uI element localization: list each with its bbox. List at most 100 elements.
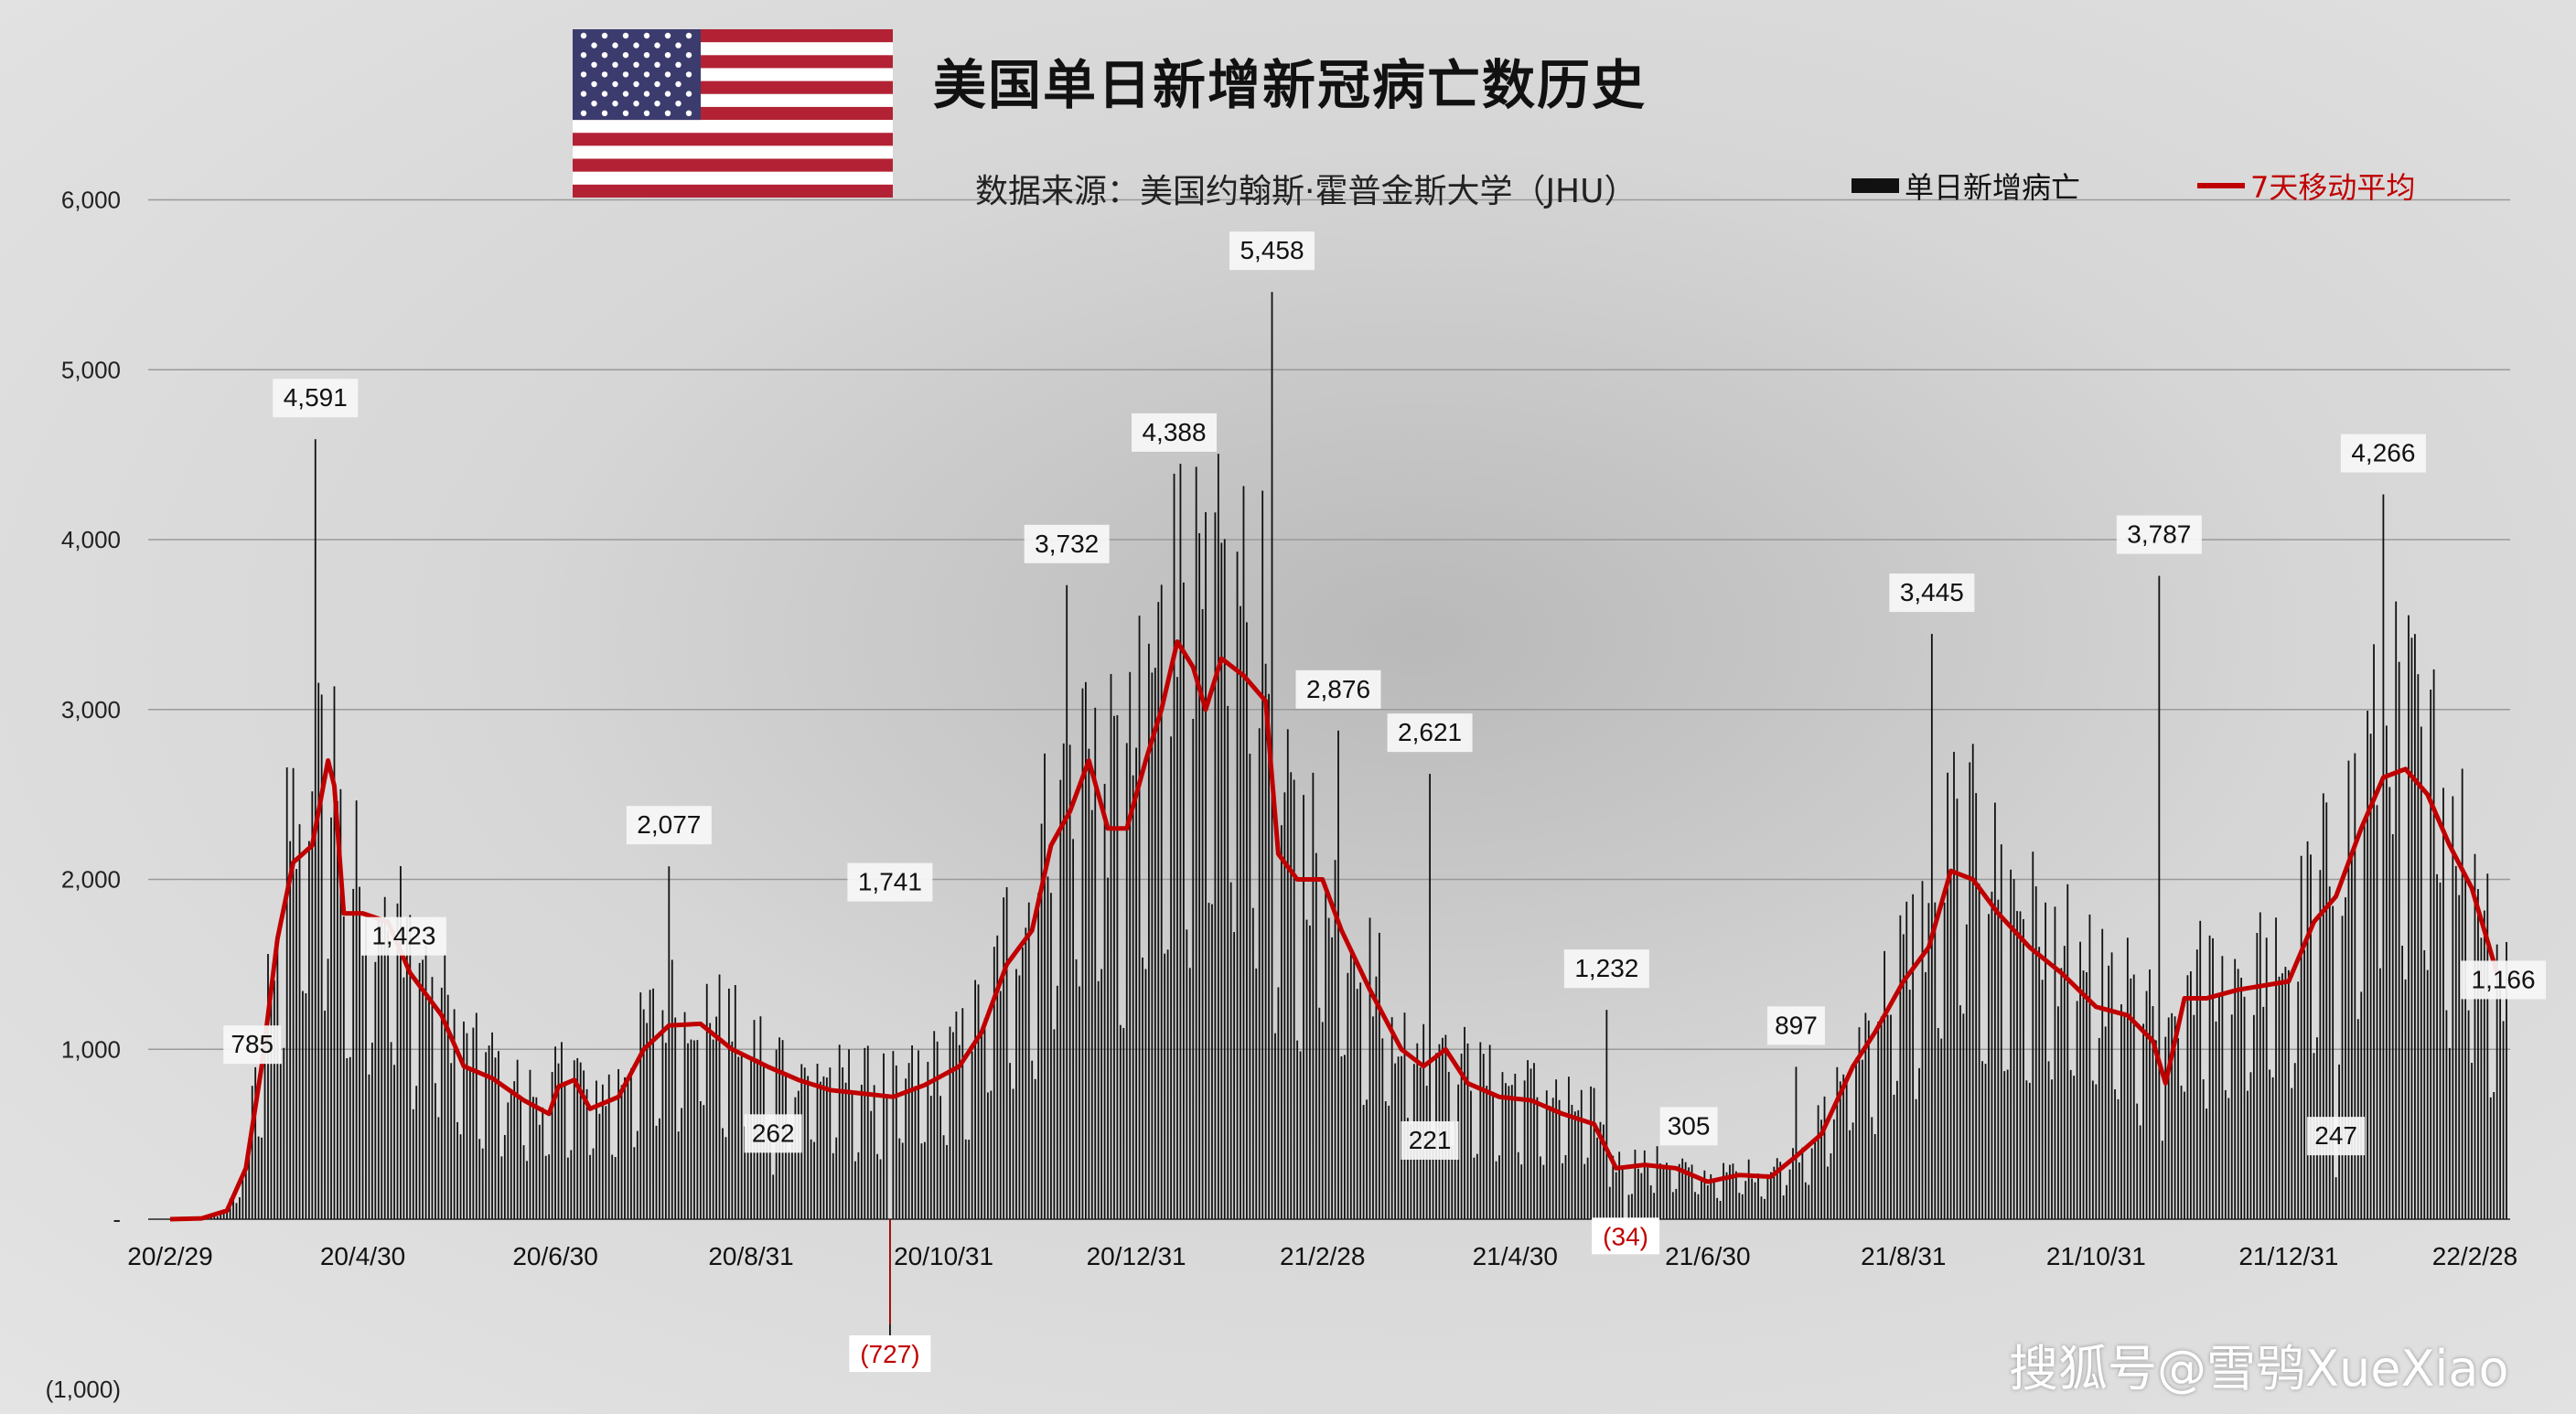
bar [500,1156,503,1219]
bar [1432,1138,1434,1219]
bar [1240,605,1241,1219]
flag-star [643,110,650,117]
bar [1261,490,1264,1219]
bar [746,1114,749,1219]
bar [1510,1085,1513,1219]
bar [1930,634,1933,1219]
bar [1268,693,1270,1219]
bar [614,1156,617,1219]
bar [2388,787,2391,1219]
bar [2408,615,2410,1219]
bar [731,1041,734,1219]
bar [2057,1006,2059,1219]
bar [349,1056,351,1219]
flag-star [664,91,671,97]
bar [330,817,332,1219]
bar [2423,949,2426,1219]
bar [2006,1069,2009,1219]
bar [1264,663,1267,1219]
bar [617,1068,619,1219]
bar [842,1067,844,1219]
bar [468,1067,471,1219]
bar [1173,473,1175,1219]
bar [2101,928,2104,1219]
bar [466,1033,468,1219]
bar [1965,924,1968,1219]
bar [1334,860,1336,1219]
data-label-bg [1766,1006,1825,1045]
flag-star [612,61,618,68]
bar [311,791,314,1219]
bar [510,1093,512,1219]
bar [1148,643,1150,1219]
bar [1782,1195,1785,1219]
bar [1113,715,1115,1219]
bar [1634,1149,1637,1219]
bar [302,991,304,1219]
bar [2445,1010,2448,1219]
bar [2110,952,2113,1219]
data-label-bg [1024,524,1110,563]
bar [2184,1091,2185,1219]
data-label: 2,621 [1398,718,1462,746]
bar [2060,968,2063,1219]
bar [952,1032,954,1219]
bar [1208,903,1210,1219]
bar [1757,1173,1759,1219]
bar [1479,1042,1482,1219]
bar [699,1100,702,1219]
bar [1902,934,1905,1219]
data-label-bg [1659,1107,1718,1146]
bar [1580,1089,1583,1219]
bar [450,1063,453,1219]
bar [1549,1106,1551,1219]
bar [1356,989,1358,1219]
bar [1429,774,1431,1219]
bar [1925,971,1927,1219]
bar [1375,976,1378,1219]
bar [1814,1137,1817,1219]
bar [971,1051,973,1219]
bar [327,959,329,1219]
bar [1564,1154,1567,1219]
bar [383,896,386,1219]
bar [1810,1148,1813,1219]
bar [257,1136,260,1219]
bar [463,1021,465,1219]
bar [566,1157,569,1219]
bar [1653,1193,1656,1219]
bar [664,1043,667,1219]
x-tick-label: 22/2/28 [2432,1242,2517,1270]
bar [844,1082,847,1219]
flag-stripe [573,184,893,198]
bar [1845,1077,1848,1219]
bar [1832,1119,1835,1219]
bar [1786,1184,1787,1219]
bar [1122,1027,1125,1219]
bar [2322,793,2324,1219]
bar [1817,1105,1819,1219]
bar [813,1141,815,1219]
bar [2130,978,2132,1219]
bar [1258,728,1261,1219]
bar [1476,1153,1478,1219]
data-label-bg [1563,949,1649,989]
data-label-bg [273,379,359,418]
bar [1877,1021,1880,1219]
flag-star [633,61,639,68]
bar [2019,911,2022,1219]
bar [1773,1166,1776,1219]
bar [873,1085,875,1219]
bar [1808,1184,1810,1219]
bar [1596,1137,1598,1219]
y-tick-label: 5,000 [61,356,121,383]
bar [1779,1162,1782,1219]
bar [446,994,449,1219]
bar [1937,1027,1939,1219]
data-label: 4,266 [2351,439,2415,467]
bar [794,1097,797,1219]
bar [1839,1081,1841,1219]
bar [1804,1182,1807,1219]
flag-star [622,110,629,117]
